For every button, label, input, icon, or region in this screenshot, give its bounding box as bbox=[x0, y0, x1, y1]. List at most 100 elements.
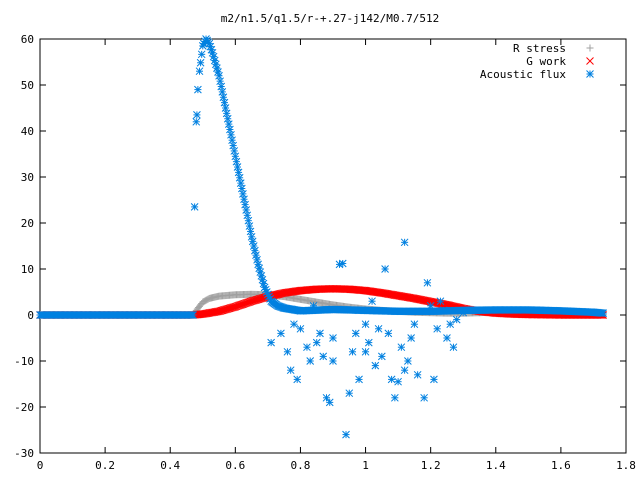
x-tick-label: 1.4 bbox=[486, 459, 506, 472]
data-point bbox=[290, 320, 298, 329]
data-point bbox=[599, 309, 608, 318]
data-point bbox=[325, 398, 334, 407]
x-tick-label: 1.2 bbox=[421, 459, 441, 472]
data-point bbox=[316, 329, 324, 338]
data-point bbox=[194, 85, 202, 94]
legend-marker bbox=[586, 57, 594, 65]
data-point bbox=[384, 329, 393, 338]
x-tick-label: 0 bbox=[37, 459, 44, 472]
data-point bbox=[426, 301, 435, 310]
data-point bbox=[345, 389, 354, 398]
data-point bbox=[319, 352, 328, 361]
data-point bbox=[306, 357, 315, 365]
data-point bbox=[387, 375, 396, 384]
data-point bbox=[197, 50, 206, 59]
data-point bbox=[391, 393, 399, 402]
data-point bbox=[368, 297, 376, 306]
legend-label: Acoustic flux bbox=[480, 68, 566, 81]
x-tick-label: 0.2 bbox=[95, 459, 115, 472]
data-point bbox=[248, 237, 257, 246]
data-point bbox=[449, 343, 458, 352]
chart-title: m2/n1.5/q1.5/r-+.27-j142/M0.7/512 bbox=[221, 12, 440, 25]
data-point bbox=[293, 375, 302, 384]
data-point bbox=[423, 278, 432, 287]
data-point bbox=[404, 357, 412, 365]
data-point bbox=[253, 255, 261, 264]
data-point bbox=[286, 366, 295, 375]
data-point bbox=[407, 334, 415, 342]
x-tick-label: 0.8 bbox=[291, 459, 311, 472]
data-point bbox=[196, 58, 205, 67]
y-tick-label: -20 bbox=[14, 401, 34, 414]
data-point bbox=[303, 343, 311, 352]
series-2 bbox=[36, 35, 608, 439]
data-point bbox=[364, 338, 373, 347]
data-point bbox=[433, 324, 442, 333]
data-point bbox=[410, 320, 419, 329]
data-point bbox=[329, 357, 337, 365]
data-point bbox=[436, 297, 445, 306]
data-point bbox=[361, 320, 370, 329]
legend-label: G work bbox=[526, 55, 566, 68]
data-point bbox=[351, 329, 360, 338]
data-point bbox=[223, 114, 232, 123]
y-tick-label: 20 bbox=[21, 217, 34, 230]
data-point bbox=[195, 67, 204, 76]
y-tick-label: 60 bbox=[21, 33, 34, 46]
legend-marker bbox=[586, 70, 594, 78]
data-point bbox=[189, 311, 197, 319]
data-point bbox=[446, 320, 455, 329]
y-tick-label: 10 bbox=[21, 263, 34, 276]
data-point bbox=[338, 259, 347, 268]
data-point bbox=[397, 343, 406, 352]
data-point bbox=[192, 117, 201, 126]
x-tick-label: 1.8 bbox=[616, 459, 636, 472]
legend-label: R stress bbox=[513, 42, 566, 55]
data-point bbox=[267, 338, 275, 347]
axes: 0 0.2 0.4 0.6 0.8 1 1.2 1.4 1.6 1.8 -30 -20 -10 0 10 20… bbox=[14, 33, 636, 472]
y-tick-label: 40 bbox=[21, 125, 34, 138]
data-point bbox=[381, 265, 389, 273]
data-point bbox=[374, 324, 383, 333]
data-point bbox=[193, 111, 201, 119]
data-point bbox=[439, 306, 448, 315]
data-point bbox=[420, 393, 429, 402]
data-point bbox=[190, 203, 199, 211]
data-point bbox=[348, 347, 357, 356]
data-point bbox=[251, 246, 259, 255]
data-marks bbox=[36, 35, 608, 439]
data-point bbox=[227, 130, 235, 139]
data-point bbox=[361, 347, 370, 356]
x-tick-label: 1 bbox=[362, 459, 369, 472]
y-tick-label: 50 bbox=[21, 79, 34, 92]
data-point bbox=[226, 125, 234, 134]
data-point bbox=[355, 375, 363, 384]
data-point bbox=[296, 324, 305, 333]
data-point bbox=[224, 120, 233, 128]
data-point bbox=[459, 308, 468, 317]
data-point bbox=[452, 315, 461, 324]
data-point bbox=[228, 136, 236, 145]
data-point bbox=[413, 370, 422, 379]
data-point bbox=[371, 361, 380, 370]
data-point bbox=[443, 334, 451, 342]
data-point bbox=[400, 366, 409, 375]
data-point bbox=[322, 393, 331, 402]
data-point bbox=[342, 430, 350, 439]
data-point bbox=[309, 301, 318, 310]
legend-marker bbox=[586, 44, 594, 52]
data-point bbox=[377, 352, 386, 361]
plot-area bbox=[39, 38, 627, 454]
data-point bbox=[430, 375, 438, 384]
x-tick-label: 0.6 bbox=[225, 459, 245, 472]
x-tick-label: 1.6 bbox=[551, 459, 571, 472]
y-tick-label: 30 bbox=[21, 171, 34, 184]
data-point bbox=[283, 347, 292, 356]
data-point bbox=[329, 334, 337, 342]
x-tick-label: 0.4 bbox=[160, 459, 180, 472]
data-point bbox=[277, 329, 285, 338]
data-point bbox=[249, 242, 258, 250]
y-tick-label: -30 bbox=[14, 447, 34, 460]
